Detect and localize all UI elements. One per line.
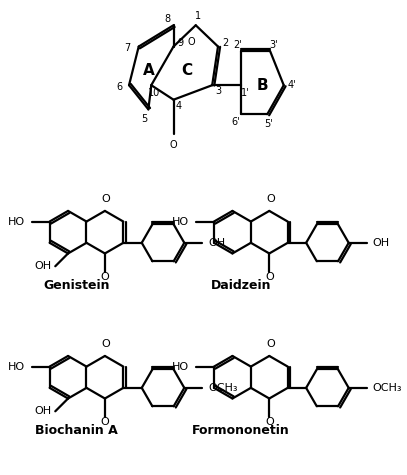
Text: OH: OH bbox=[372, 238, 389, 248]
Text: 4: 4 bbox=[175, 101, 182, 111]
Text: 9: 9 bbox=[177, 38, 183, 48]
Text: O: O bbox=[170, 140, 177, 150]
Text: 6: 6 bbox=[116, 82, 123, 92]
Text: O: O bbox=[266, 194, 275, 204]
Text: Genistein: Genistein bbox=[44, 279, 110, 292]
Text: OH: OH bbox=[34, 406, 51, 416]
Text: 2': 2' bbox=[233, 39, 242, 49]
Text: 4': 4' bbox=[287, 80, 296, 90]
Text: HO: HO bbox=[8, 217, 25, 227]
Text: 10: 10 bbox=[148, 88, 160, 98]
Text: A: A bbox=[142, 63, 154, 78]
Text: 2: 2 bbox=[223, 38, 229, 48]
Text: OCH₃: OCH₃ bbox=[208, 383, 238, 393]
Text: O: O bbox=[101, 339, 110, 349]
Text: O: O bbox=[265, 418, 274, 428]
Text: Biochanin A: Biochanin A bbox=[35, 424, 118, 437]
Text: B: B bbox=[257, 78, 268, 93]
Text: 3: 3 bbox=[215, 86, 221, 96]
Text: 8: 8 bbox=[165, 14, 171, 24]
Text: O: O bbox=[101, 272, 109, 282]
Text: 1: 1 bbox=[195, 10, 201, 20]
Text: O: O bbox=[265, 272, 274, 282]
Text: O: O bbox=[266, 339, 275, 349]
Text: O: O bbox=[101, 418, 109, 428]
Text: Formononetin: Formononetin bbox=[193, 424, 290, 437]
Text: O: O bbox=[101, 194, 110, 204]
Text: HO: HO bbox=[8, 361, 25, 371]
Text: OH: OH bbox=[34, 261, 51, 271]
Text: HO: HO bbox=[172, 361, 189, 371]
Text: OH: OH bbox=[208, 238, 225, 248]
Text: 7: 7 bbox=[124, 43, 130, 54]
Text: O: O bbox=[187, 37, 195, 47]
Text: 6': 6' bbox=[231, 117, 240, 127]
Text: OCH₃: OCH₃ bbox=[372, 383, 402, 393]
Text: HO: HO bbox=[172, 217, 189, 227]
Text: Daidzein: Daidzein bbox=[211, 279, 271, 292]
Text: C: C bbox=[182, 63, 193, 78]
Text: 1': 1' bbox=[241, 88, 249, 98]
Text: 5': 5' bbox=[264, 119, 273, 129]
Text: 3': 3' bbox=[270, 39, 278, 49]
Text: 5: 5 bbox=[141, 114, 148, 124]
